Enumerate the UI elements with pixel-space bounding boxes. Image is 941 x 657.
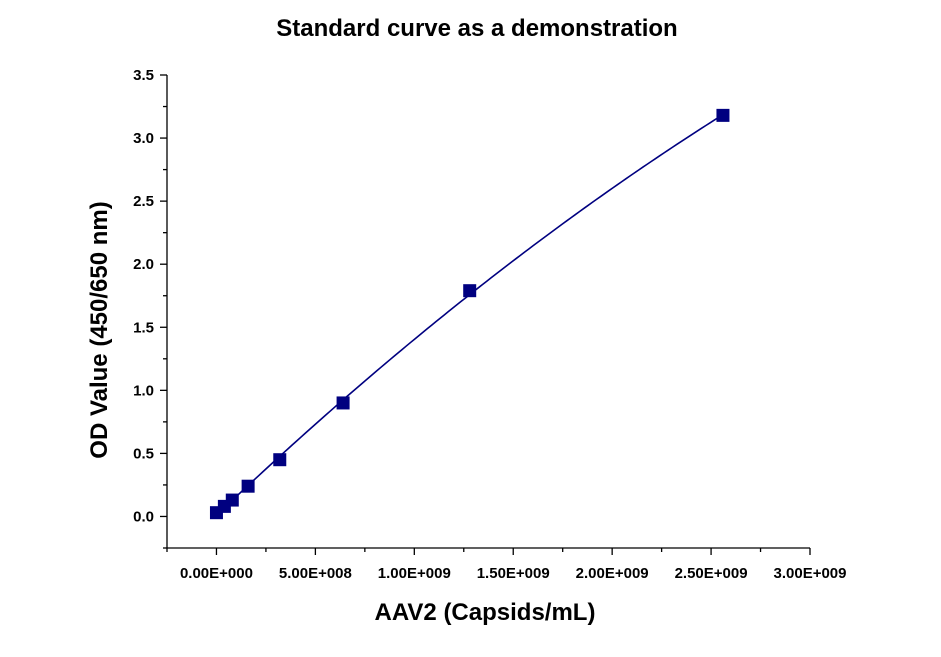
fit-curve [215,113,724,516]
x-tick-label: 5.00E+008 [279,565,352,582]
y-tick-label: 0.5 [133,445,154,462]
x-tick-label: 1.00E+009 [378,565,451,582]
x-tick-label: 2.50E+009 [675,565,748,582]
y-tick-label: 0.0 [133,508,154,525]
x-tick-label: 3.00E+009 [774,565,847,582]
y-tick-label: 1.5 [133,319,154,336]
y-axis-label: OD Value (450/650 nm) [86,201,113,458]
y-tick-label: 3.0 [133,130,154,147]
data-point [463,284,477,298]
y-tick-label: 2.5 [133,193,154,210]
y-tick-label: 1.0 [133,382,154,399]
data-point [273,453,287,467]
chart-title: Standard curve as a demonstration [276,15,677,42]
x-tick-label: 0.00E+000 [180,565,253,582]
x-tick-label: 1.50E+009 [477,565,550,582]
data-point [225,493,239,507]
data-point [336,396,350,410]
data-point [241,479,255,493]
x-tick-label: 2.00E+009 [576,565,649,582]
y-tick-label: 2.0 [133,256,154,273]
data-point [716,108,730,122]
x-axis-label: AAV2 (Capsids/mL) [375,599,596,626]
y-tick-label: 3.5 [133,67,154,84]
plot-area: 0.0 0.5 1.0 1.5 2.0 2.5 3.0 3.5 0.00E+000 5.00E+0… [133,67,846,582]
